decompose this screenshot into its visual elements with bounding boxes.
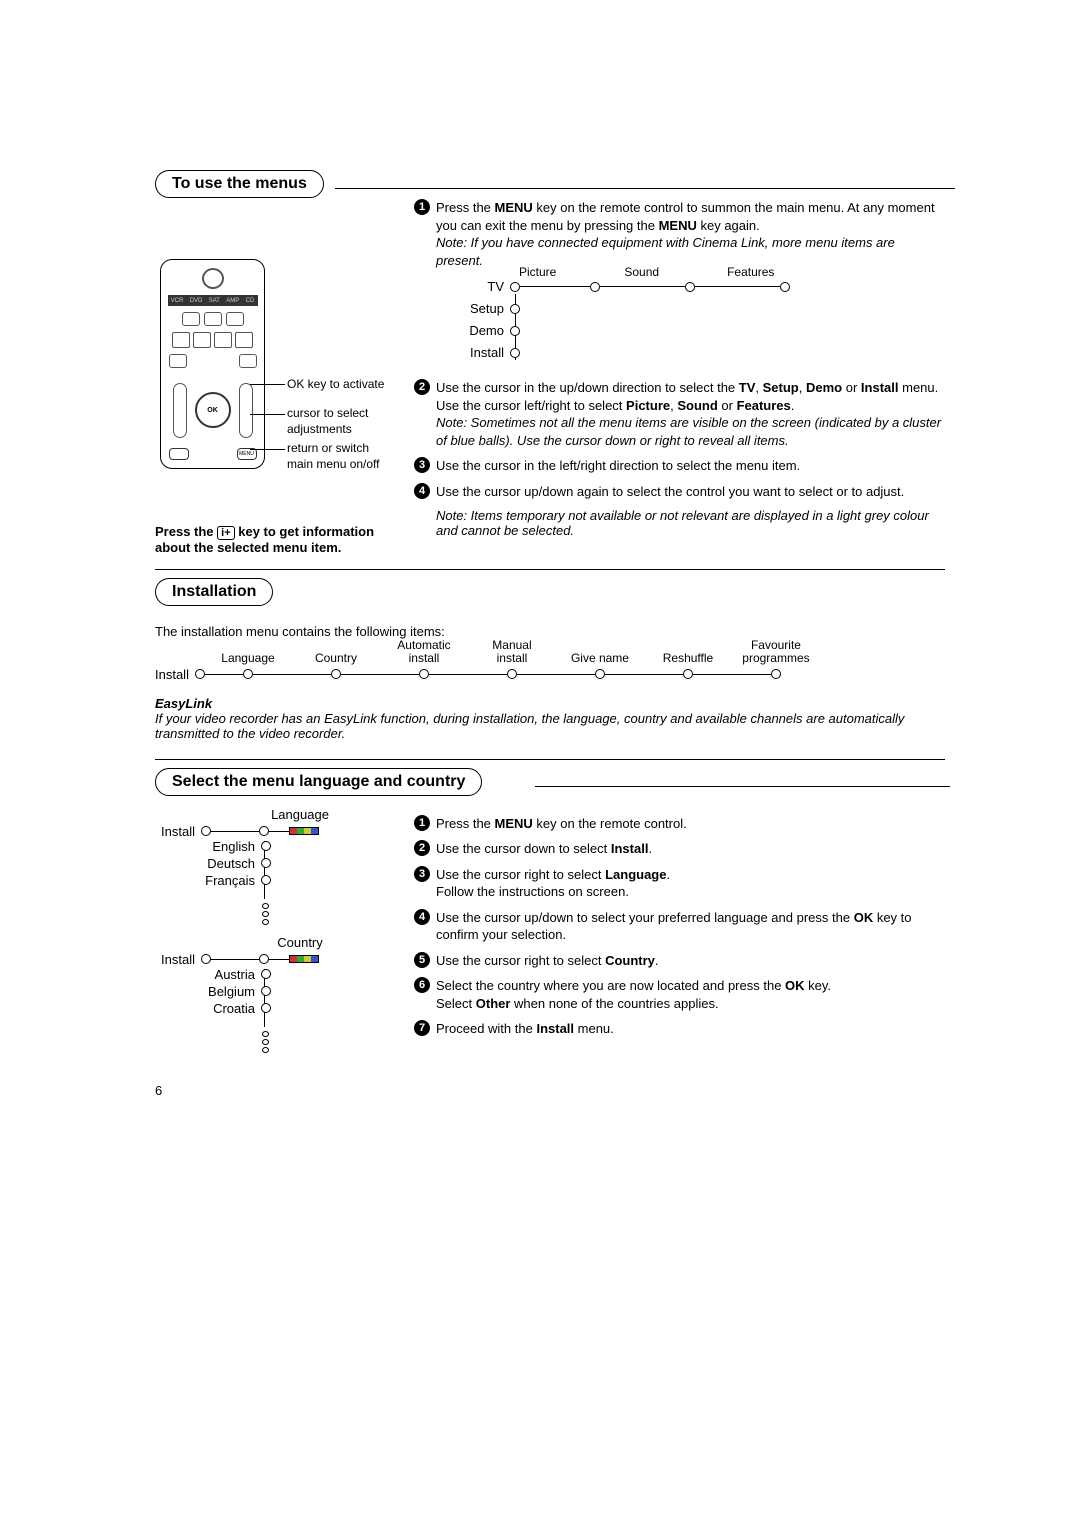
step-4: 4Use the cursor up/down again to select … [414,483,945,501]
step2-7: 7Proceed with the Install menu. [414,1020,945,1038]
power-icon [202,268,224,289]
note-3: Note: Items temporary not available or n… [436,508,945,538]
install-menu-tree: Install LanguageCountryAutomatic install… [155,667,945,682]
ok-button-icon: OK [195,392,231,428]
step2-5: 5Use the cursor right to select Country. [414,952,945,970]
divider [335,188,955,189]
easylink-title: EasyLink [155,696,945,711]
color-bar-icon [289,827,319,835]
annotation-ok: OK key to activate [287,377,384,393]
section-title-installation: Installation [155,578,273,606]
country-subtree: Country Install Austria Belgium Croatia [155,935,390,1053]
annotation-menu: return or switch main menu on/off [287,441,390,472]
easylink-body: If your video recorder has an EasyLink f… [155,711,945,741]
page-number: 6 [155,1083,945,1098]
press-info-hint: Press the i+ key to get information abou… [155,524,390,555]
step-1: 1 Press the MENU key on the remote contr… [414,199,945,269]
remote-illustration: VCRDVDSATAMPCD OK MENU [160,259,265,469]
language-subtree: Language Install English Deutsch Françai… [155,807,390,925]
source-bar: VCRDVDSATAMPCD [168,295,258,306]
section-title-menus: To use the menus [155,170,324,198]
step-3: 3Use the cursor in the left/right direct… [414,457,945,475]
step-2: 2 Use the cursor in the up/down directio… [414,379,945,449]
step2-4: 4Use the cursor up/down to select your p… [414,909,945,944]
step2-1: 1Press the MENU key on the remote contro… [414,815,945,833]
step2-2: 2Use the cursor down to select Install. [414,840,945,858]
info-icon: i+ [217,526,234,540]
nav-cluster: OK [173,376,253,442]
note-2: Note: Sometimes not all the menu items a… [436,414,945,449]
note-1: Note: If you have connected equipment wi… [436,234,945,269]
step2-6: 6Select the country where you are now lo… [414,977,945,1012]
tv-menu-tree: PictureSoundFeatures TV Setup Demo Insta… [459,279,945,369]
section-title-select-lang: Select the menu language and country [155,768,482,796]
annotation-cursor: cursor to select adjustments [287,406,390,437]
color-bar-icon [289,955,319,963]
step2-3: 3Use the cursor right to select Language… [414,866,945,901]
